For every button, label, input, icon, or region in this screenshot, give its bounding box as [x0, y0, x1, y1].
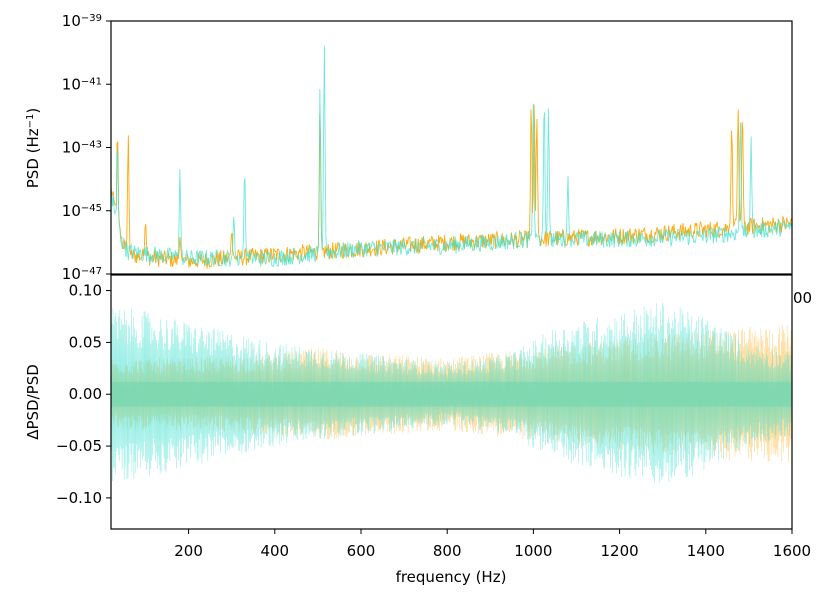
psd-y-ticks: 10−39 10−41 10−43 10−45 10−47 — [62, 12, 111, 283]
x-axis-label: frequency (Hz) — [396, 568, 507, 586]
psd-y-tick-label: 10−45 — [62, 202, 102, 220]
residual-y-ticks: 0.10 0.05 0.00 −0.05 −0.10 — [56, 282, 111, 507]
residual-y-tick-label: −0.10 — [56, 489, 102, 507]
residual-y-tick-label: 0.00 — [69, 385, 102, 403]
residual-x-tick-label: 400 — [260, 542, 289, 560]
residual-x-ticks: 200 400 600 800 1000 1200 1400 1600 — [174, 529, 811, 560]
figure: 10−3910−4110−4310−4510−47 00 PSD (Hz−1) … — [0, 0, 830, 603]
residual-x-tick-label: 800 — [433, 542, 462, 560]
psd-panel: 10−39 10−41 10−43 10−45 10−47 00 PSD (Hz−1) — [24, 12, 812, 307]
residual-x-tick-label: 1200 — [601, 542, 639, 560]
psd-series-detector-turquoise — [111, 45, 792, 267]
residual-panel: 0.10 0.05 0.00 −0.05 −0.10 200 400 600 800 1000 1… — [24, 275, 811, 586]
psd-y-tick-label: 10−39 — [62, 12, 102, 30]
residual-x-tick-label: 1400 — [687, 542, 725, 560]
residual-y-axis-label: ΔPSD/PSD — [24, 364, 42, 440]
residual-x-tick-label: 600 — [347, 542, 376, 560]
psd-y-axis-label: PSD (Hz−1) — [24, 108, 42, 189]
residual-x-tick-label: 1600 — [773, 542, 811, 560]
psd-clipped-x-tick-label: 00 — [793, 289, 812, 307]
psd-series-group — [111, 45, 792, 268]
residual-y-tick-label: 0.05 — [69, 333, 102, 351]
residual-series-group — [111, 302, 792, 483]
residual-y-tick-label: −0.05 — [56, 437, 102, 455]
psd-y-tick-label: 10−43 — [62, 139, 102, 157]
residual-x-tick-label: 200 — [174, 542, 203, 560]
psd-y-tick-label: 10−41 — [62, 75, 102, 93]
residual-y-tick-label: 0.10 — [69, 282, 102, 300]
residual-x-tick-label: 1000 — [514, 542, 552, 560]
psd-y-tick-label: 10−47 — [62, 265, 102, 283]
residual-core-band — [111, 382, 792, 407]
